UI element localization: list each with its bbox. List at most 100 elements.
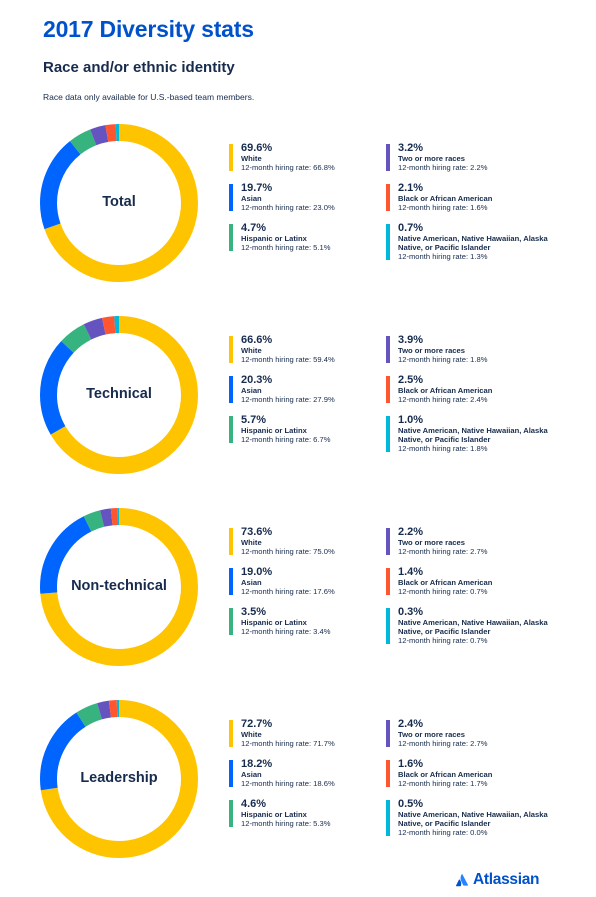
legend-percent: 18.2% [241,758,273,770]
legend-percent: 1.0% [398,414,424,426]
legend-entry-black: 1.6% Black or African American 12-month hi… [386,758,566,788]
legend-entry-asian: 20.3% Asian 12-month hiring rate: 27.9% [229,374,409,404]
legend-entry-hispanic-latinx: 4.7% Hispanic or Latinx 12-month hiring ra… [229,222,409,252]
legend-hiring-rate: 12-month hiring rate: 17.6% [241,587,335,596]
legend-category: Hispanic or Latinx [241,234,307,243]
legend-category: White [241,154,262,163]
legend-entry-asian: 19.7% Asian 12-month hiring rate: 23.0% [229,182,409,212]
legend-swatch [229,760,233,787]
legend-percent: 19.7% [241,182,273,194]
legend-swatch [229,224,233,251]
legend-swatch [386,528,390,555]
legend-category: Two or more races [398,538,465,547]
legend-entry-native: 1.0% Native American, Native Hawaiian, Al… [386,414,566,453]
slice-asian [40,508,198,666]
legend-swatch [229,416,233,443]
legend-hiring-rate: 12-month hiring rate: 5.1% [241,243,331,252]
legend-hiring-rate: 12-month hiring rate: 0.7% [398,587,488,596]
legend-percent: 72.7% [241,718,273,730]
legend-category: Native American, Native Hawaiian, Alaska… [398,234,548,252]
legend-hiring-rate: 12-month hiring rate: 5.3% [241,819,331,828]
legend-category: Native American, Native Hawaiian, Alaska… [398,426,548,444]
legend-swatch [229,376,233,403]
legend-hiring-rate: 12-month hiring rate: 2.7% [398,547,488,556]
legend-percent: 5.7% [241,414,267,426]
legend-hiring-rate: 12-month hiring rate: 3.4% [241,627,331,636]
legend-entry-black: 2.5% Black or African American 12-month hi… [386,374,566,404]
legend-percent: 0.5% [398,798,424,810]
legend-entry-white: 73.6% White 12-month hiring rate: 75.0% [229,526,409,556]
legend-percent: 3.5% [241,606,267,618]
legend-swatch [386,568,390,595]
legend-hiring-rate: 12-month hiring rate: 1.6% [398,203,488,212]
legend-swatch [229,184,233,211]
legend-swatch [386,416,390,452]
legend-category: Two or more races [398,154,465,163]
slice-native [40,700,198,858]
legend-category: Two or more races [398,730,465,739]
legend-category: Hispanic or Latinx [241,618,307,627]
legend-entry-native: 0.5% Native American, Native Hawaiian, Al… [386,798,566,837]
donut-center-label: Technical [86,386,152,402]
slice-native [40,316,198,474]
legend-percent: 2.2% [398,526,424,538]
legend-swatch [386,760,390,787]
legend-entry-hispanic-latinx: 5.7% Hispanic or Latinx 12-month hiring ra… [229,414,409,444]
data-note: Race data only available for U.S.-based … [43,92,255,102]
legend-percent: 3.9% [398,334,424,346]
legend-swatch [229,608,233,635]
legend-category: Hispanic or Latinx [241,810,307,819]
legend-hiring-rate: 12-month hiring rate: 71.7% [241,739,335,748]
legend-hiring-rate: 12-month hiring rate: 0.7% [398,636,488,645]
legend-entry-two-or-more: 2.4% Two or more races 12-month hiring rat… [386,718,566,748]
slice-asian [40,316,198,474]
legend-swatch [386,800,390,836]
slice-asian [40,700,198,858]
legend-hiring-rate: 12-month hiring rate: 18.6% [241,779,335,788]
legend-percent: 4.6% [241,798,267,810]
legend-percent: 2.4% [398,718,424,730]
legend-hiring-rate: 12-month hiring rate: 2.2% [398,163,488,172]
legend-percent: 1.4% [398,566,424,578]
slice-native [40,124,198,282]
legend-category: Black or African American [398,578,493,587]
legend-hiring-rate: 12-month hiring rate: 0.0% [398,828,488,837]
legend-entry-native: 0.3% Native American, Native Hawaiian, Al… [386,606,566,645]
legend-swatch [229,528,233,555]
atlassian-logo-text: Atlassian [473,871,540,888]
legend-percent: 66.6% [241,334,273,346]
legend-category: Asian [241,194,262,203]
legend-swatch [386,376,390,403]
legend-category: Native American, Native Hawaiian, Alaska… [398,618,548,636]
legend-percent: 2.5% [398,374,424,386]
legend-hiring-rate: 12-month hiring rate: 2.4% [398,395,488,404]
legend-entry-white: 66.6% White 12-month hiring rate: 59.4% [229,334,409,364]
atlassian-logo[interactable]: Atlassian [455,871,540,889]
donut-chart [40,508,198,666]
slice-asian [40,124,198,282]
chart-section-leadership: Leadership 72.7% White 12-month hiring rate… [0,700,596,886]
legend-category: Black or African American [398,386,493,395]
donut-center-label: Leadership [80,770,158,786]
legend-hiring-rate: 12-month hiring rate: 1.8% [398,355,488,364]
legend-hiring-rate: 12-month hiring rate: 66.8% [241,163,335,172]
legend-category: Asian [241,770,262,779]
legend-entry-two-or-more: 2.2% Two or more races 12-month hiring rat… [386,526,566,556]
legend-hiring-rate: 12-month hiring rate: 6.7% [241,435,331,444]
legend-entry-black: 1.4% Black or African American 12-month hi… [386,566,566,596]
legend-category: White [241,730,262,739]
atlassian-logo-icon [455,874,469,887]
legend-swatch [229,800,233,827]
legend-swatch [229,720,233,747]
donut-chart [40,316,198,474]
legend-category: Two or more races [398,346,465,355]
legend-entry-asian: 18.2% Asian 12-month hiring rate: 18.6% [229,758,409,788]
legend-category: White [241,346,262,355]
legend-entry-white: 69.6% White 12-month hiring rate: 66.8% [229,142,409,172]
legend-category: White [241,538,262,547]
legend-swatch [229,568,233,595]
legend-percent: 0.3% [398,606,424,618]
legend-percent: 73.6% [241,526,273,538]
legend-category: Asian [241,386,262,395]
legend-swatch [229,144,233,171]
